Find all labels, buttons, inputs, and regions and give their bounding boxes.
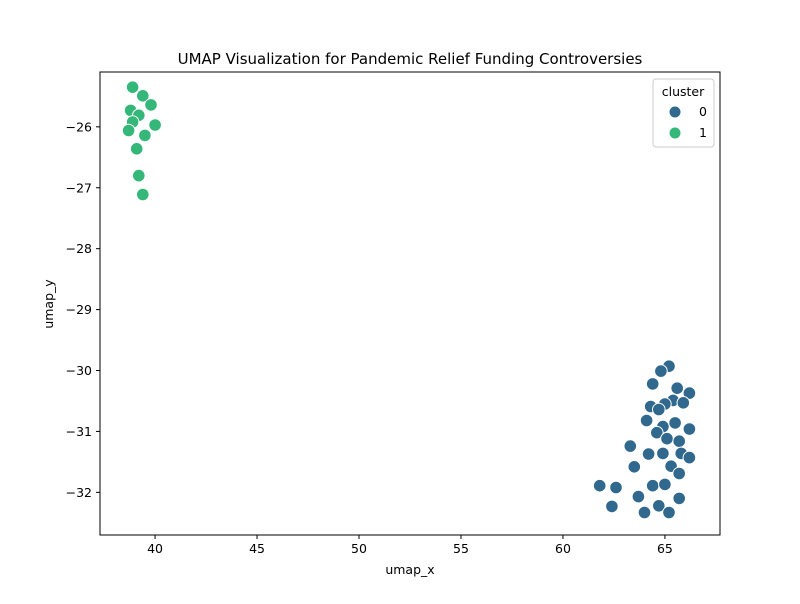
x-tick-label-4: 60	[555, 541, 571, 556]
point-cluster-0-7	[676, 396, 691, 410]
x-axis-label: umap_x	[385, 562, 434, 577]
x-tick-label-3: 55	[453, 541, 469, 556]
legend-marker-cluster-1	[668, 126, 682, 140]
point-cluster-0-13	[682, 422, 697, 436]
point-cluster-0-9	[652, 402, 666, 417]
point-cluster-0-25	[592, 478, 607, 493]
point-cluster-0-1	[654, 364, 668, 378]
point-cluster-0-34	[662, 505, 676, 520]
y-tick-label-0: −26	[66, 119, 92, 134]
point-cluster-0-33	[637, 505, 652, 520]
legend-label-cluster-0: 0	[699, 104, 707, 119]
point-cluster-0-16	[672, 434, 687, 449]
point-cluster-0-31	[605, 499, 619, 514]
point-cluster-1-2	[144, 98, 158, 112]
point-cluster-0-30	[672, 491, 687, 506]
point-cluster-0-32	[652, 499, 666, 513]
legend-box	[652, 78, 715, 148]
point-cluster-1-7	[121, 123, 136, 138]
point-cluster-0-4	[682, 386, 697, 400]
plot-frame	[99, 71, 721, 536]
chart-title: UMAP Visualization for Pandemic Relief F…	[178, 50, 643, 68]
point-cluster-0-14	[650, 425, 664, 440]
points-layer	[121, 80, 697, 520]
x-axis: 40 45 50 55 60 65	[147, 535, 673, 556]
point-cluster-1-8	[138, 128, 152, 143]
y-axis-label: umap_y	[41, 279, 56, 329]
legend-marker-cluster-0	[668, 105, 682, 119]
y-tick-label-1: −27	[66, 180, 92, 195]
y-tick-label-4: −30	[66, 363, 92, 378]
point-cluster-1-9	[129, 142, 144, 156]
y-tick-label-3: −29	[66, 302, 92, 317]
point-cluster-1-10	[132, 168, 146, 183]
legend-label-cluster-1: 1	[699, 125, 707, 140]
x-tick-label-0: 40	[147, 541, 163, 556]
point-cluster-0-27	[645, 478, 660, 493]
point-cluster-0-28	[658, 477, 672, 492]
point-cluster-0-19	[641, 447, 656, 461]
point-cluster-0-29	[631, 489, 646, 504]
x-tick-label-5: 65	[657, 541, 673, 556]
y-tick-label-6: −32	[66, 485, 92, 500]
point-cluster-0-11	[668, 416, 682, 430]
y-axis: −26 −27 −28 −29 −30 −31 −32	[66, 119, 100, 500]
x-tick-label-2: 50	[351, 541, 367, 556]
point-cluster-0-2	[645, 377, 660, 391]
point-cluster-1-1	[136, 89, 150, 103]
y-tick-label-5: −31	[66, 424, 92, 439]
point-cluster-0-3	[670, 381, 685, 396]
point-cluster-1-11	[136, 187, 150, 202]
legend-title: cluster	[662, 84, 705, 99]
x-tick-label-1: 45	[249, 541, 265, 556]
point-cluster-0-10	[639, 413, 654, 428]
legend: cluster 0 1	[652, 78, 715, 148]
point-cluster-1-0	[125, 80, 140, 94]
point-cluster-0-18	[656, 446, 670, 461]
point-cluster-0-21	[682, 450, 697, 465]
point-cluster-1-6	[148, 118, 162, 132]
point-cluster-0-26	[609, 480, 623, 495]
point-cluster-0-17	[623, 439, 638, 453]
point-cluster-0-15	[660, 431, 674, 446]
point-cluster-0-24	[672, 466, 687, 481]
point-cluster-0-23	[627, 460, 642, 474]
y-tick-label-2: −28	[66, 241, 92, 256]
